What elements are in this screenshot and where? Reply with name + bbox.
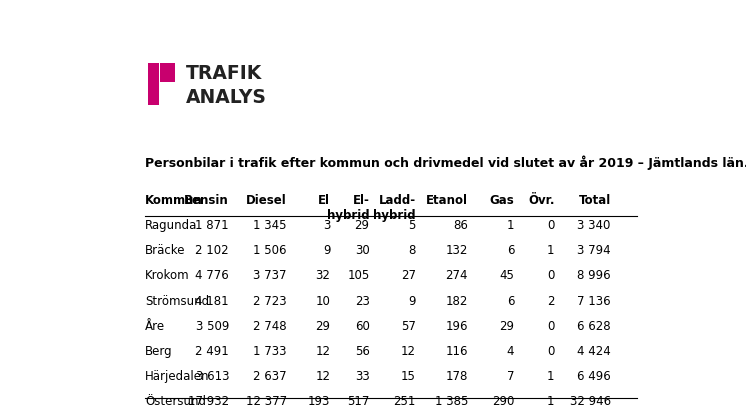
Text: 9: 9 [408, 295, 416, 308]
Text: 23: 23 [355, 295, 369, 308]
Text: Härjedalen: Härjedalen [145, 370, 210, 383]
Text: 12: 12 [316, 345, 330, 358]
Text: 8 996: 8 996 [577, 269, 611, 282]
Text: 10: 10 [316, 295, 330, 308]
Text: 3: 3 [323, 219, 330, 232]
Text: Total: Total [578, 194, 611, 207]
Text: 29: 29 [354, 219, 369, 232]
Text: 8: 8 [409, 244, 416, 257]
Text: 182: 182 [445, 295, 468, 308]
Text: 3 737: 3 737 [254, 269, 287, 282]
Text: 33: 33 [355, 370, 369, 383]
Text: 2 748: 2 748 [254, 320, 287, 333]
Text: 27: 27 [401, 269, 416, 282]
Text: Strömsund: Strömsund [145, 295, 210, 308]
Text: 5: 5 [409, 219, 416, 232]
Text: Övr.: Övr. [528, 194, 554, 207]
Text: 45: 45 [499, 269, 514, 282]
Text: 6: 6 [507, 295, 514, 308]
Text: 2 723: 2 723 [254, 295, 287, 308]
Text: Gas: Gas [489, 194, 514, 207]
Text: Östersund: Östersund [145, 395, 207, 408]
Text: 2 491: 2 491 [195, 345, 229, 358]
Text: 0: 0 [548, 219, 554, 232]
Text: 1 871: 1 871 [195, 219, 229, 232]
Text: Personbilar i trafik efter kommun och drivmedel vid slutet av år 2019 – Jämtland: Personbilar i trafik efter kommun och dr… [145, 155, 746, 170]
Text: Ladd-
hybrid: Ladd- hybrid [373, 194, 416, 222]
Text: TRAFIK: TRAFIK [186, 65, 262, 83]
Text: Diesel: Diesel [246, 194, 287, 207]
Text: Åre: Åre [145, 320, 166, 333]
Text: 7 136: 7 136 [577, 295, 611, 308]
Text: 1 733: 1 733 [254, 345, 287, 358]
Text: 15: 15 [401, 370, 416, 383]
Text: 3 509: 3 509 [195, 320, 229, 333]
Text: 56: 56 [355, 345, 369, 358]
Text: 29: 29 [316, 320, 330, 333]
Text: 7: 7 [507, 370, 514, 383]
Text: 193: 193 [308, 395, 330, 408]
Text: 132: 132 [445, 244, 468, 257]
Text: 32: 32 [316, 269, 330, 282]
Text: 0: 0 [548, 320, 554, 333]
Text: Kommun: Kommun [145, 194, 203, 207]
Text: 30: 30 [355, 244, 369, 257]
Text: 57: 57 [401, 320, 416, 333]
Text: 0: 0 [548, 345, 554, 358]
Text: 1: 1 [547, 370, 554, 383]
Text: Bräcke: Bräcke [145, 244, 186, 257]
Text: 517: 517 [347, 395, 369, 408]
Text: Bensin: Bensin [184, 194, 229, 207]
Text: ANALYS: ANALYS [186, 88, 266, 107]
Text: 3 794: 3 794 [577, 244, 611, 257]
Text: 6 628: 6 628 [577, 320, 611, 333]
Text: 2: 2 [547, 295, 554, 308]
Text: 9: 9 [323, 244, 330, 257]
Text: 4 181: 4 181 [195, 295, 229, 308]
Text: 2 637: 2 637 [254, 370, 287, 383]
Text: Krokom: Krokom [145, 269, 190, 282]
Text: El: El [319, 194, 330, 207]
Text: 60: 60 [355, 320, 369, 333]
Text: 12 377: 12 377 [245, 395, 287, 408]
Text: 290: 290 [492, 395, 514, 408]
Text: 17 932: 17 932 [188, 395, 229, 408]
Text: 1 345: 1 345 [254, 219, 287, 232]
Text: 2 102: 2 102 [195, 244, 229, 257]
Bar [160, 63, 175, 82]
Text: 4: 4 [507, 345, 514, 358]
Text: Berg: Berg [145, 345, 173, 358]
Text: 1: 1 [547, 244, 554, 257]
Text: 12: 12 [316, 370, 330, 383]
Text: 3 613: 3 613 [195, 370, 229, 383]
Text: El-
hybrid: El- hybrid [327, 194, 369, 222]
Text: 12: 12 [401, 345, 416, 358]
Text: 86: 86 [453, 219, 468, 232]
Text: 196: 196 [445, 320, 468, 333]
Text: 251: 251 [393, 395, 416, 408]
Text: 116: 116 [445, 345, 468, 358]
Text: Ragunda: Ragunda [145, 219, 198, 232]
Text: 32 946: 32 946 [569, 395, 611, 408]
Text: 1 506: 1 506 [254, 244, 287, 257]
Text: 105: 105 [348, 269, 369, 282]
Text: 1: 1 [547, 395, 554, 408]
Text: 1 385: 1 385 [434, 395, 468, 408]
Text: 0: 0 [548, 269, 554, 282]
Text: 6 496: 6 496 [577, 370, 611, 383]
Text: 29: 29 [499, 320, 514, 333]
Text: 4 776: 4 776 [195, 269, 229, 282]
Text: 6: 6 [507, 244, 514, 257]
Text: 274: 274 [445, 269, 468, 282]
Text: Etanol: Etanol [426, 194, 468, 207]
Text: 4 424: 4 424 [577, 345, 611, 358]
Text: 178: 178 [445, 370, 468, 383]
Text: 1: 1 [507, 219, 514, 232]
Bar [148, 63, 159, 105]
Text: 3 340: 3 340 [577, 219, 611, 232]
